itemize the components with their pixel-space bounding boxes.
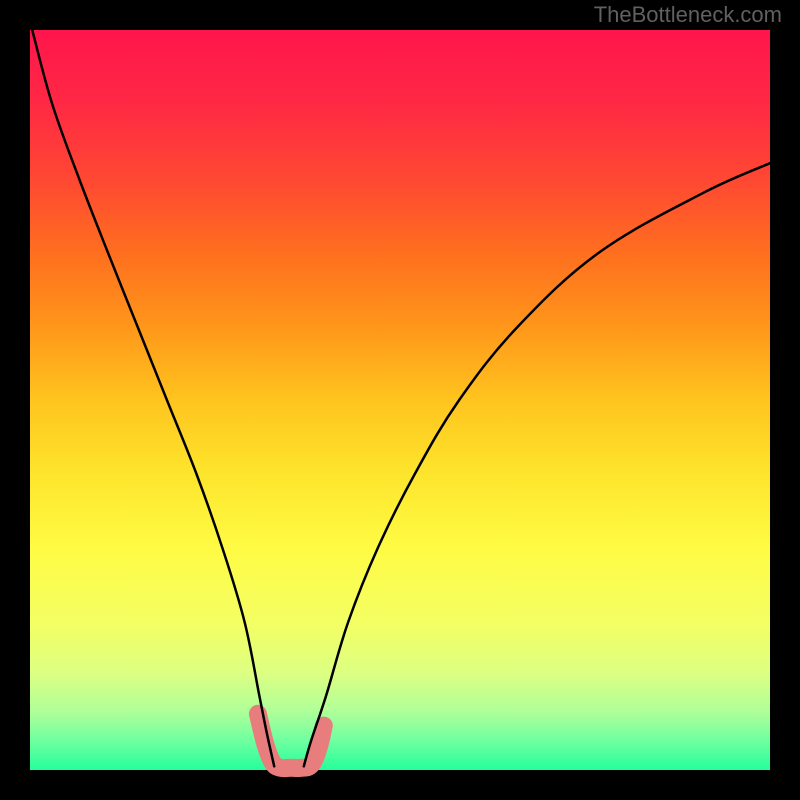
plot-background	[30, 30, 770, 770]
bottleneck-curve-chart	[0, 0, 800, 800]
chart-container: TheBottleneck.com	[0, 0, 800, 800]
watermark-text: TheBottleneck.com	[594, 2, 782, 28]
